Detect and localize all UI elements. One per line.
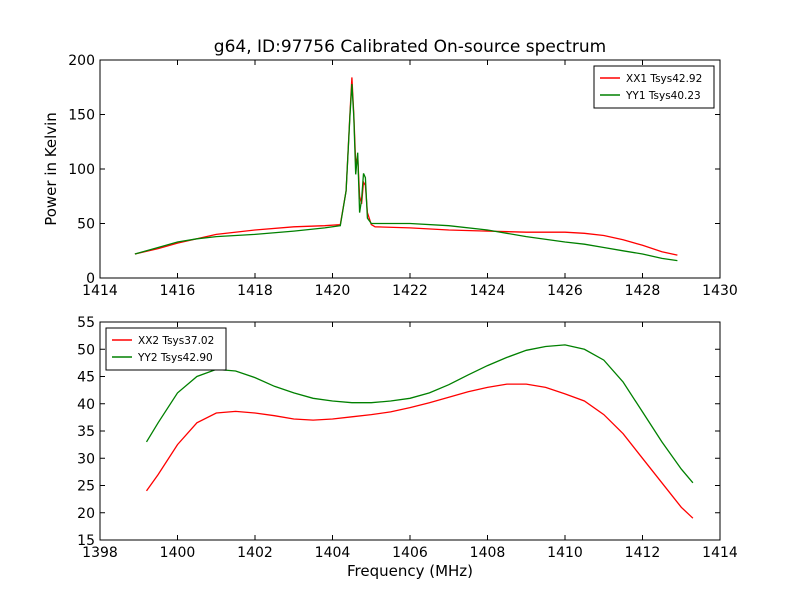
x-tick-label: 1416	[160, 283, 196, 299]
x-tick-label: 1426	[547, 283, 583, 299]
x-tick-label: 1430	[702, 283, 738, 299]
x-tick-label: 1400	[160, 545, 196, 561]
figure-title: g64, ID:97756 Calibrated On-source spect…	[214, 37, 606, 57]
x-tick-label: 1412	[625, 545, 661, 561]
upper-spectrum-panel: 1414 1416 1418 1420 1422 1424 1426 1428 1430 0 50 1…	[42, 53, 738, 299]
legend-label: YY2 Tsys42.90	[137, 352, 213, 364]
y-tick-label: 55	[77, 315, 95, 331]
lower-spectrum-panel: 1398 1400 1402 1404 1406 1408 1410 1412 1414 15 20…	[77, 315, 738, 580]
x-tick-label: 1414	[82, 283, 118, 299]
legend-label: YY1 Tsys40.23	[625, 90, 701, 102]
legend: XX2 Tsys37.02 YY2 Tsys42.90	[105, 327, 227, 371]
y-tick-label: 100	[68, 162, 95, 178]
x-axis-label: Frequency (MHz)	[347, 562, 473, 580]
x-tick-label: 1404	[315, 545, 351, 561]
series-line-1	[134, 77, 678, 256]
x-tick-label: 1408	[470, 545, 506, 561]
y-tick-label: 200	[68, 53, 95, 69]
y-tick-label: 50	[77, 342, 95, 358]
x-tick-label: 1420	[315, 283, 351, 299]
y-tick-label: 50	[77, 217, 95, 233]
x-tick-label: 1428	[625, 283, 661, 299]
y-tick-label: 20	[77, 506, 95, 522]
y-tick-label: 40	[77, 397, 95, 413]
legend: XX1 Tsys42.92 YY1 Tsys40.23	[593, 65, 715, 109]
x-tick-label: 1414	[702, 545, 738, 561]
legend-label: XX2 Tsys37.02	[138, 335, 214, 347]
y-tick-label: 15	[77, 533, 95, 549]
x-tick-label: 1424	[470, 283, 506, 299]
legend-label: XX1 Tsys42.92	[626, 73, 702, 85]
y-tick-label: 35	[77, 424, 95, 440]
x-tick-label: 1410	[547, 545, 583, 561]
y-axis-label: Power in Kelvin	[42, 112, 60, 226]
x-tick-label: 1398	[82, 545, 118, 561]
y-tick-label: 45	[77, 370, 95, 386]
x-tick-label: 1418	[237, 283, 273, 299]
x-tick-label: 1422	[392, 283, 428, 299]
x-tick-label: 1402	[237, 545, 273, 561]
y-tick-label: 150	[68, 108, 95, 124]
series-line-2	[145, 344, 694, 484]
series-line-1	[145, 383, 694, 519]
y-tick-label: 30	[77, 451, 95, 467]
y-tick-label: 25	[77, 479, 95, 495]
series-line-2	[134, 83, 678, 262]
x-tick-label: 1406	[392, 545, 428, 561]
y-tick-label: 0	[86, 271, 95, 287]
